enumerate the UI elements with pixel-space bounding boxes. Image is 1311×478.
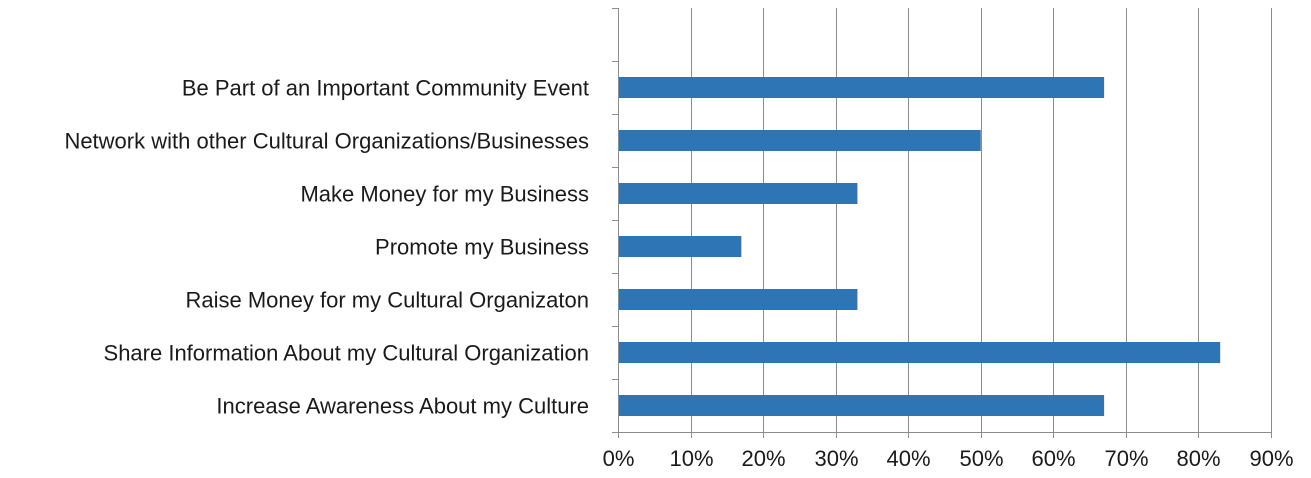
- bars: [619, 77, 1221, 416]
- x-tick-label-8: 80%: [1176, 446, 1220, 471]
- bar-0: [619, 77, 1105, 98]
- x-tick-label-5: 50%: [959, 446, 1003, 471]
- category-label-2: Make Money for my Business: [300, 182, 589, 207]
- x-tick-label-3: 30%: [814, 446, 858, 471]
- bar-2: [619, 183, 858, 204]
- bar-3: [619, 236, 742, 257]
- x-tick-labels: 0% 10% 20% 30% 40% 50% 60% 70% 80% 90%: [603, 446, 1294, 471]
- category-label-1: Network with other Cultural Organization…: [64, 129, 589, 154]
- x-tick-label-6: 60%: [1031, 446, 1075, 471]
- bar-5: [619, 342, 1221, 363]
- bar-4: [619, 289, 858, 310]
- category-labels: Be Part of an Important Community Event N…: [64, 76, 589, 419]
- gridlines: [691, 8, 1272, 432]
- x-tick-label-2: 20%: [741, 446, 785, 471]
- category-label-3: Promote my Business: [375, 235, 589, 260]
- category-label-6: Increase Awareness About my Culture: [216, 394, 589, 419]
- axes: [612, 8, 1272, 438]
- category-label-4: Raise Money for my Cultural Organizaton: [186, 288, 590, 313]
- bar-6: [619, 395, 1105, 416]
- x-tick-label-1: 10%: [669, 446, 713, 471]
- category-label-0: Be Part of an Important Community Event: [182, 76, 589, 101]
- category-label-5: Share Information About my Cultural Orga…: [104, 341, 589, 366]
- x-tick-label-4: 40%: [886, 446, 930, 471]
- x-tick-label-0: 0%: [603, 446, 635, 471]
- x-tick-label-7: 70%: [1104, 446, 1148, 471]
- x-tick-label-9: 90%: [1249, 446, 1293, 471]
- bar-1: [619, 130, 981, 151]
